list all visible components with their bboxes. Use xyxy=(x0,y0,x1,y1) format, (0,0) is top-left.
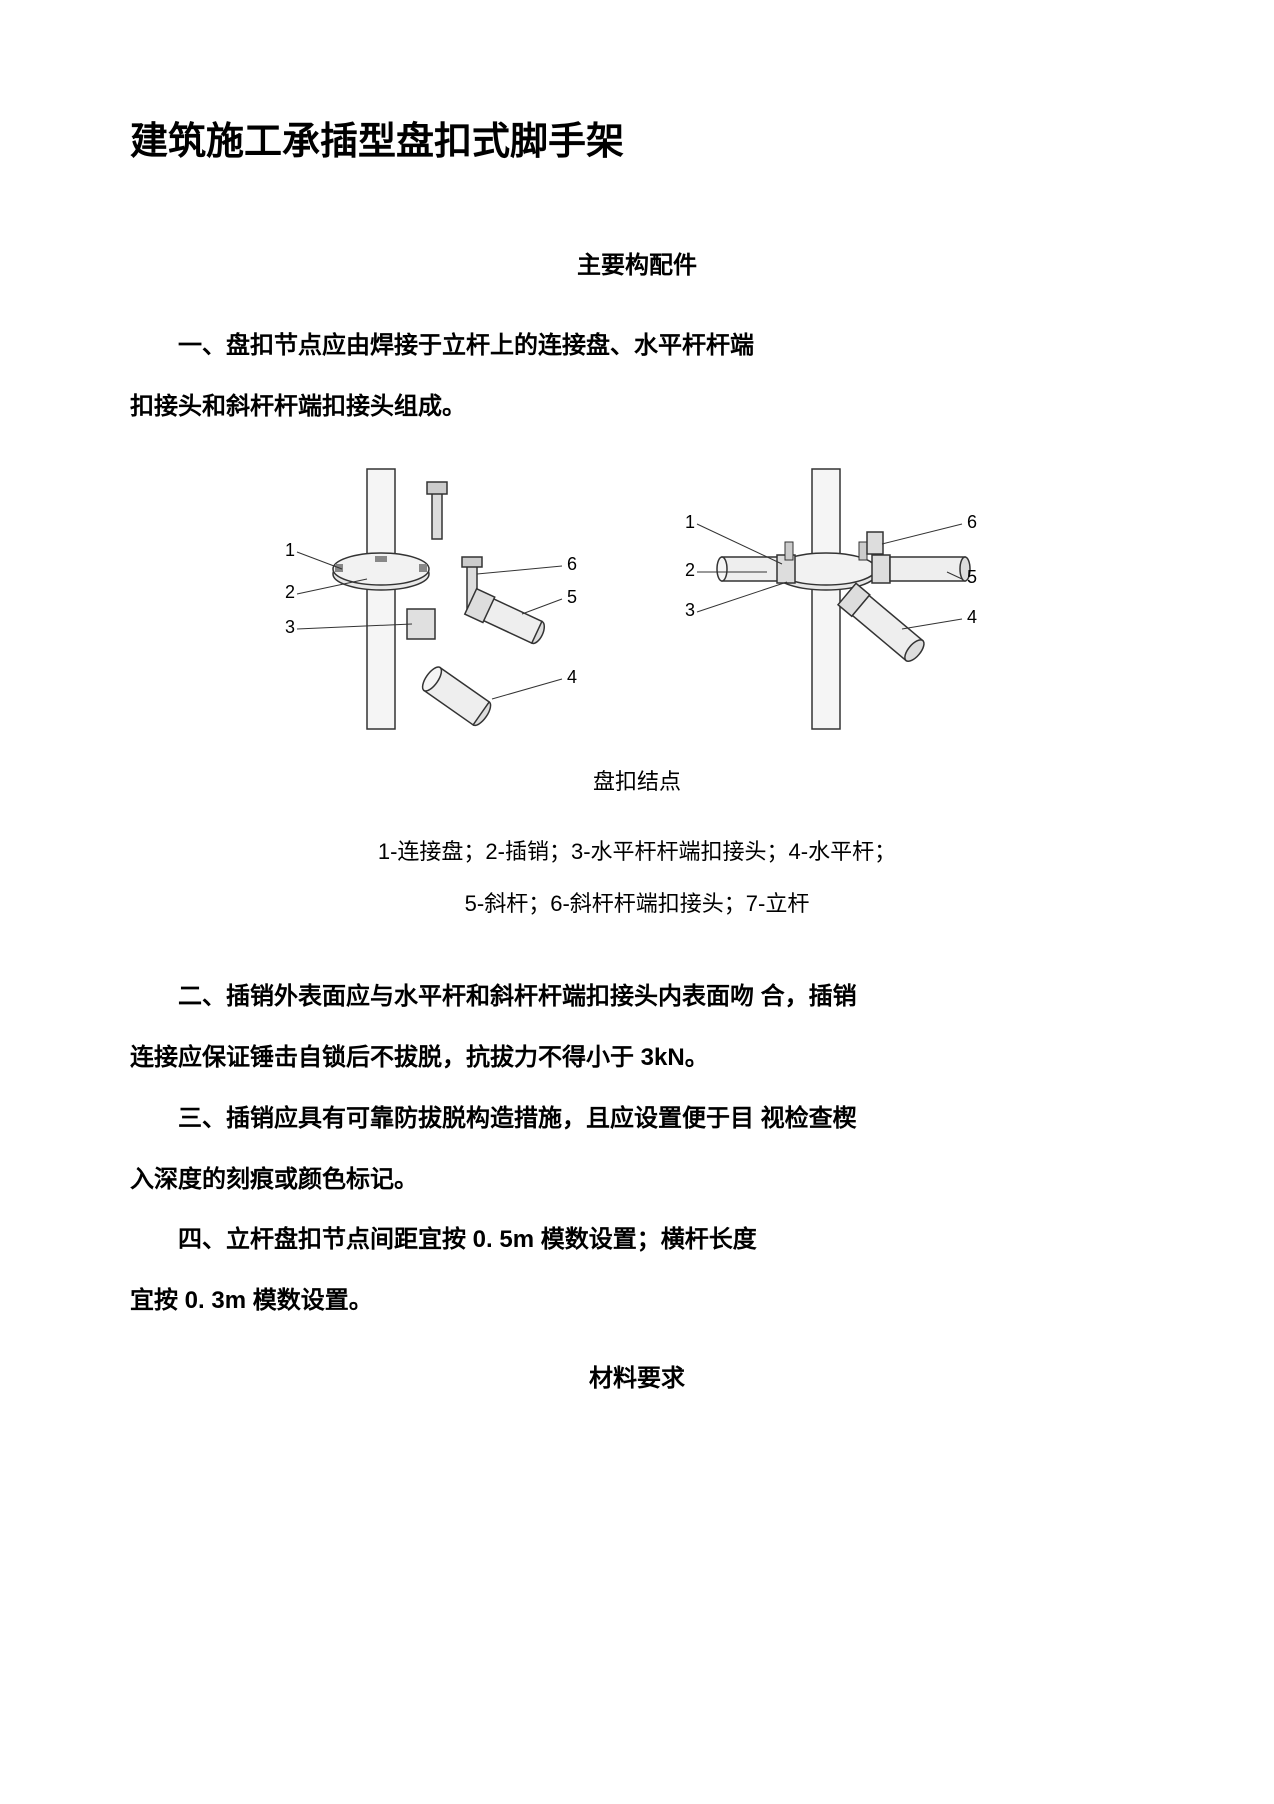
paragraph-1-line-1: 一、盘扣节点应由焊接于立杆上的连接盘、水平杆杆端 xyxy=(130,320,1144,373)
svg-text:5: 5 xyxy=(967,567,977,587)
svg-text:3: 3 xyxy=(685,600,695,620)
svg-text:4: 4 xyxy=(567,667,577,687)
paragraph-3-line-1: 三、插销应具有可靠防拔脱构造措施，且应设置便于目 视检查楔 xyxy=(130,1093,1144,1146)
figure-legend-2: 5-斜杆；6-斜杆杆端扣接头；7-立杆 xyxy=(130,878,1144,931)
paragraph-3-line-2: 入深度的刻痕或颜色标记。 xyxy=(130,1154,1144,1207)
svg-text:1: 1 xyxy=(685,512,695,532)
figure-caption: 盘扣结点 xyxy=(130,764,1144,796)
paragraph-4-line-1: 四、立杆盘扣节点间距宜按 0. 5m 模数设置；横杆长度 xyxy=(130,1214,1144,1267)
paragraph-1-line-2: 扣接头和斜杆杆端扣接头组成。 xyxy=(130,381,1144,434)
paragraph-2-line-2: 连接应保证锤击自锁后不拔脱，抗拔力不得小于 3kN。 xyxy=(130,1032,1144,1085)
document-title: 建筑施工承插型盘扣式脚手架 xyxy=(130,110,1144,165)
svg-text:5: 5 xyxy=(567,587,577,607)
svg-text:2: 2 xyxy=(685,560,695,580)
figure-right-assembled: 1 2 3 6 5 4 xyxy=(667,464,1007,744)
figure-container: 1 2 3 6 5 4 xyxy=(130,464,1144,744)
svg-text:1: 1 xyxy=(285,540,295,560)
section-header-1: 主要构配件 xyxy=(130,245,1144,280)
svg-text:3: 3 xyxy=(285,617,295,637)
paragraph-4-line-2: 宜按 0. 3m 模数设置。 xyxy=(130,1275,1144,1328)
figure-legend-1: 1-连接盘；2-插销；3-水平杆杆端扣接头；4-水平杆； xyxy=(130,826,1144,879)
figure-left-exploded: 1 2 3 6 5 4 xyxy=(267,464,607,744)
svg-text:6: 6 xyxy=(567,554,577,574)
svg-text:6: 6 xyxy=(967,512,977,532)
svg-text:2: 2 xyxy=(285,582,295,602)
section-header-2: 材料要求 xyxy=(130,1358,1144,1393)
svg-text:4: 4 xyxy=(967,607,977,627)
paragraph-2-line-1: 二、插销外表面应与水平杆和斜杆杆端扣接头内表面吻 合，插销 xyxy=(130,971,1144,1024)
